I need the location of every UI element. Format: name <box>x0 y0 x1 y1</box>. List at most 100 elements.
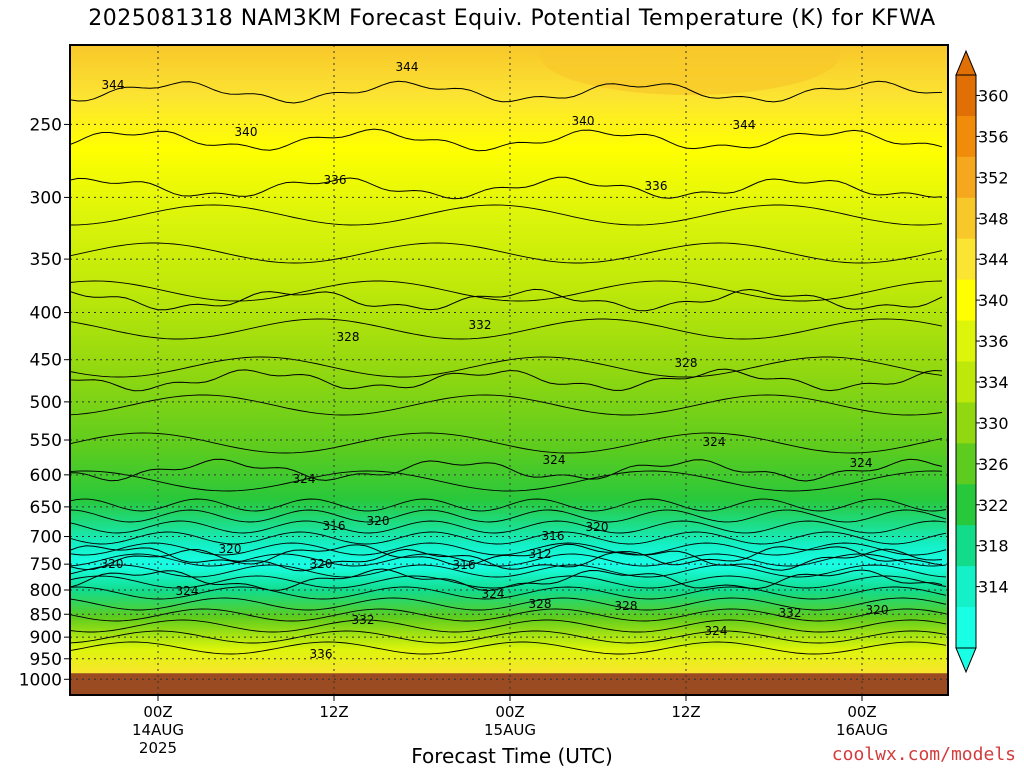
colorbar-segment <box>956 566 976 608</box>
contour-label-316: 316 <box>542 529 565 543</box>
colorbar-segment <box>956 238 976 281</box>
contour-line <box>70 564 947 578</box>
contour-344 <box>70 80 943 104</box>
y-tick-label-850: 850 <box>30 605 62 625</box>
x-tick-label: 12Z <box>671 703 700 721</box>
contour-line <box>70 470 943 492</box>
svg-text:316: 316 <box>542 529 565 543</box>
contour-340 <box>70 128 943 152</box>
contour-label-336: 336 <box>310 647 333 661</box>
svg-text:332: 332 <box>469 318 492 332</box>
contour-324 <box>70 458 943 482</box>
colorbar-segment <box>956 75 976 117</box>
contour-line <box>70 531 947 545</box>
contour-label-324: 324 <box>703 435 726 449</box>
y-tick-label-500: 500 <box>30 393 62 413</box>
svg-text:320: 320 <box>866 603 889 617</box>
x-tick-label: 00Z <box>495 703 524 721</box>
contour-label-344: 344 <box>396 60 419 74</box>
svg-text:336: 336 <box>310 647 333 661</box>
y-tick-label-550: 550 <box>30 431 62 451</box>
colorbar-label-330: 330 <box>978 414 1009 433</box>
colorbar-label-318: 318 <box>978 537 1009 556</box>
contour-label-340: 340 <box>572 114 595 128</box>
contour-label-320: 320 <box>219 542 242 556</box>
svg-text:336: 336 <box>324 173 347 187</box>
contour-328 <box>70 368 943 392</box>
svg-text:332: 332 <box>352 613 375 627</box>
contour-label-332: 332 <box>352 613 375 627</box>
svg-text:324: 324 <box>482 587 505 601</box>
colorbar-segment <box>956 484 976 526</box>
surface-terrain <box>70 673 948 695</box>
y-tick-label-800: 800 <box>30 581 62 601</box>
y-tick-label-600: 600 <box>30 466 62 486</box>
contour-label-312: 312 <box>529 547 552 561</box>
colorbar-label-344: 344 <box>978 250 1009 269</box>
contour-312 <box>70 543 943 567</box>
svg-text:332: 332 <box>779 606 802 620</box>
colorbar-label-360: 360 <box>978 86 1009 105</box>
svg-text:328: 328 <box>615 599 638 613</box>
contour-label-324: 324 <box>482 587 505 601</box>
svg-text:344: 344 <box>396 60 419 74</box>
contour-line <box>70 280 943 302</box>
svg-text:312: 312 <box>529 547 552 561</box>
contour-line <box>70 204 943 226</box>
svg-text:328: 328 <box>529 597 552 611</box>
y-tick-label-650: 650 <box>30 498 62 518</box>
svg-text:324: 324 <box>703 435 726 449</box>
y-tick-label-350: 350 <box>30 250 62 270</box>
contour-line <box>70 432 943 454</box>
contour-320 <box>70 548 943 572</box>
x-tick-label: 00Z <box>143 703 172 721</box>
svg-text:340: 340 <box>235 125 258 139</box>
contour-line <box>70 608 947 622</box>
grid-lines <box>70 45 948 695</box>
contour-label-320: 320 <box>586 520 609 534</box>
contour-label-320: 320 <box>367 514 390 528</box>
contour-line <box>70 619 947 633</box>
y-tick-label-900: 900 <box>30 628 62 648</box>
colorbar-segment <box>956 361 976 403</box>
svg-text:320: 320 <box>367 514 390 528</box>
contour-line <box>70 630 947 644</box>
y-tick-label-300: 300 <box>30 188 62 208</box>
colorbar-label-352: 352 <box>978 168 1009 187</box>
y-tick-label-950: 950 <box>30 650 62 670</box>
contour-line <box>70 509 947 523</box>
contour-label-328: 328 <box>529 597 552 611</box>
plot-background <box>70 45 948 695</box>
colorbar-label-326: 326 <box>978 455 1009 474</box>
y-tick-label-750: 750 <box>30 555 62 575</box>
colorbar-bottom-arrow <box>955 647 977 674</box>
svg-text:316: 316 <box>453 558 476 572</box>
contour-label-340: 340 <box>235 125 258 139</box>
contour-label-332: 332 <box>469 318 492 332</box>
y-axis: 250 300 350 400 450 500 550 600 650 700 750 800 850 9… <box>19 115 70 690</box>
contour-label-320: 320 <box>310 557 333 571</box>
svg-text:324: 324 <box>176 584 199 598</box>
svg-text:324: 324 <box>293 472 316 486</box>
svg-text:320: 320 <box>310 557 333 571</box>
svg-text:328: 328 <box>337 330 360 344</box>
svg-text:336: 336 <box>645 179 668 193</box>
warm-region <box>540 45 840 95</box>
contour-label-344: 344 <box>733 118 756 132</box>
y-tick-label-450: 450 <box>30 351 62 371</box>
contour-336 <box>70 176 943 200</box>
contour-line <box>70 498 947 512</box>
colorbar: 360 356 352 348 344 340 336 334 330 326 322 318 314 <box>955 49 1009 674</box>
plot-area: 344 344 344 340 340 336 336 332 328 328 324 324 324 3… <box>70 45 948 695</box>
contour-label-344: 344 <box>102 78 125 92</box>
colorbar-frame <box>955 74 977 649</box>
x-axis-title: Forecast Time (UTC) <box>411 744 613 768</box>
contour-label-336: 336 <box>324 173 347 187</box>
contour-label-324: 324 <box>293 472 316 486</box>
contour-label-324: 324 <box>543 453 566 467</box>
x-tick-label: 12Z <box>319 703 348 721</box>
y-tick-label-700: 700 <box>30 528 62 548</box>
contour-label-332: 332 <box>779 606 802 620</box>
